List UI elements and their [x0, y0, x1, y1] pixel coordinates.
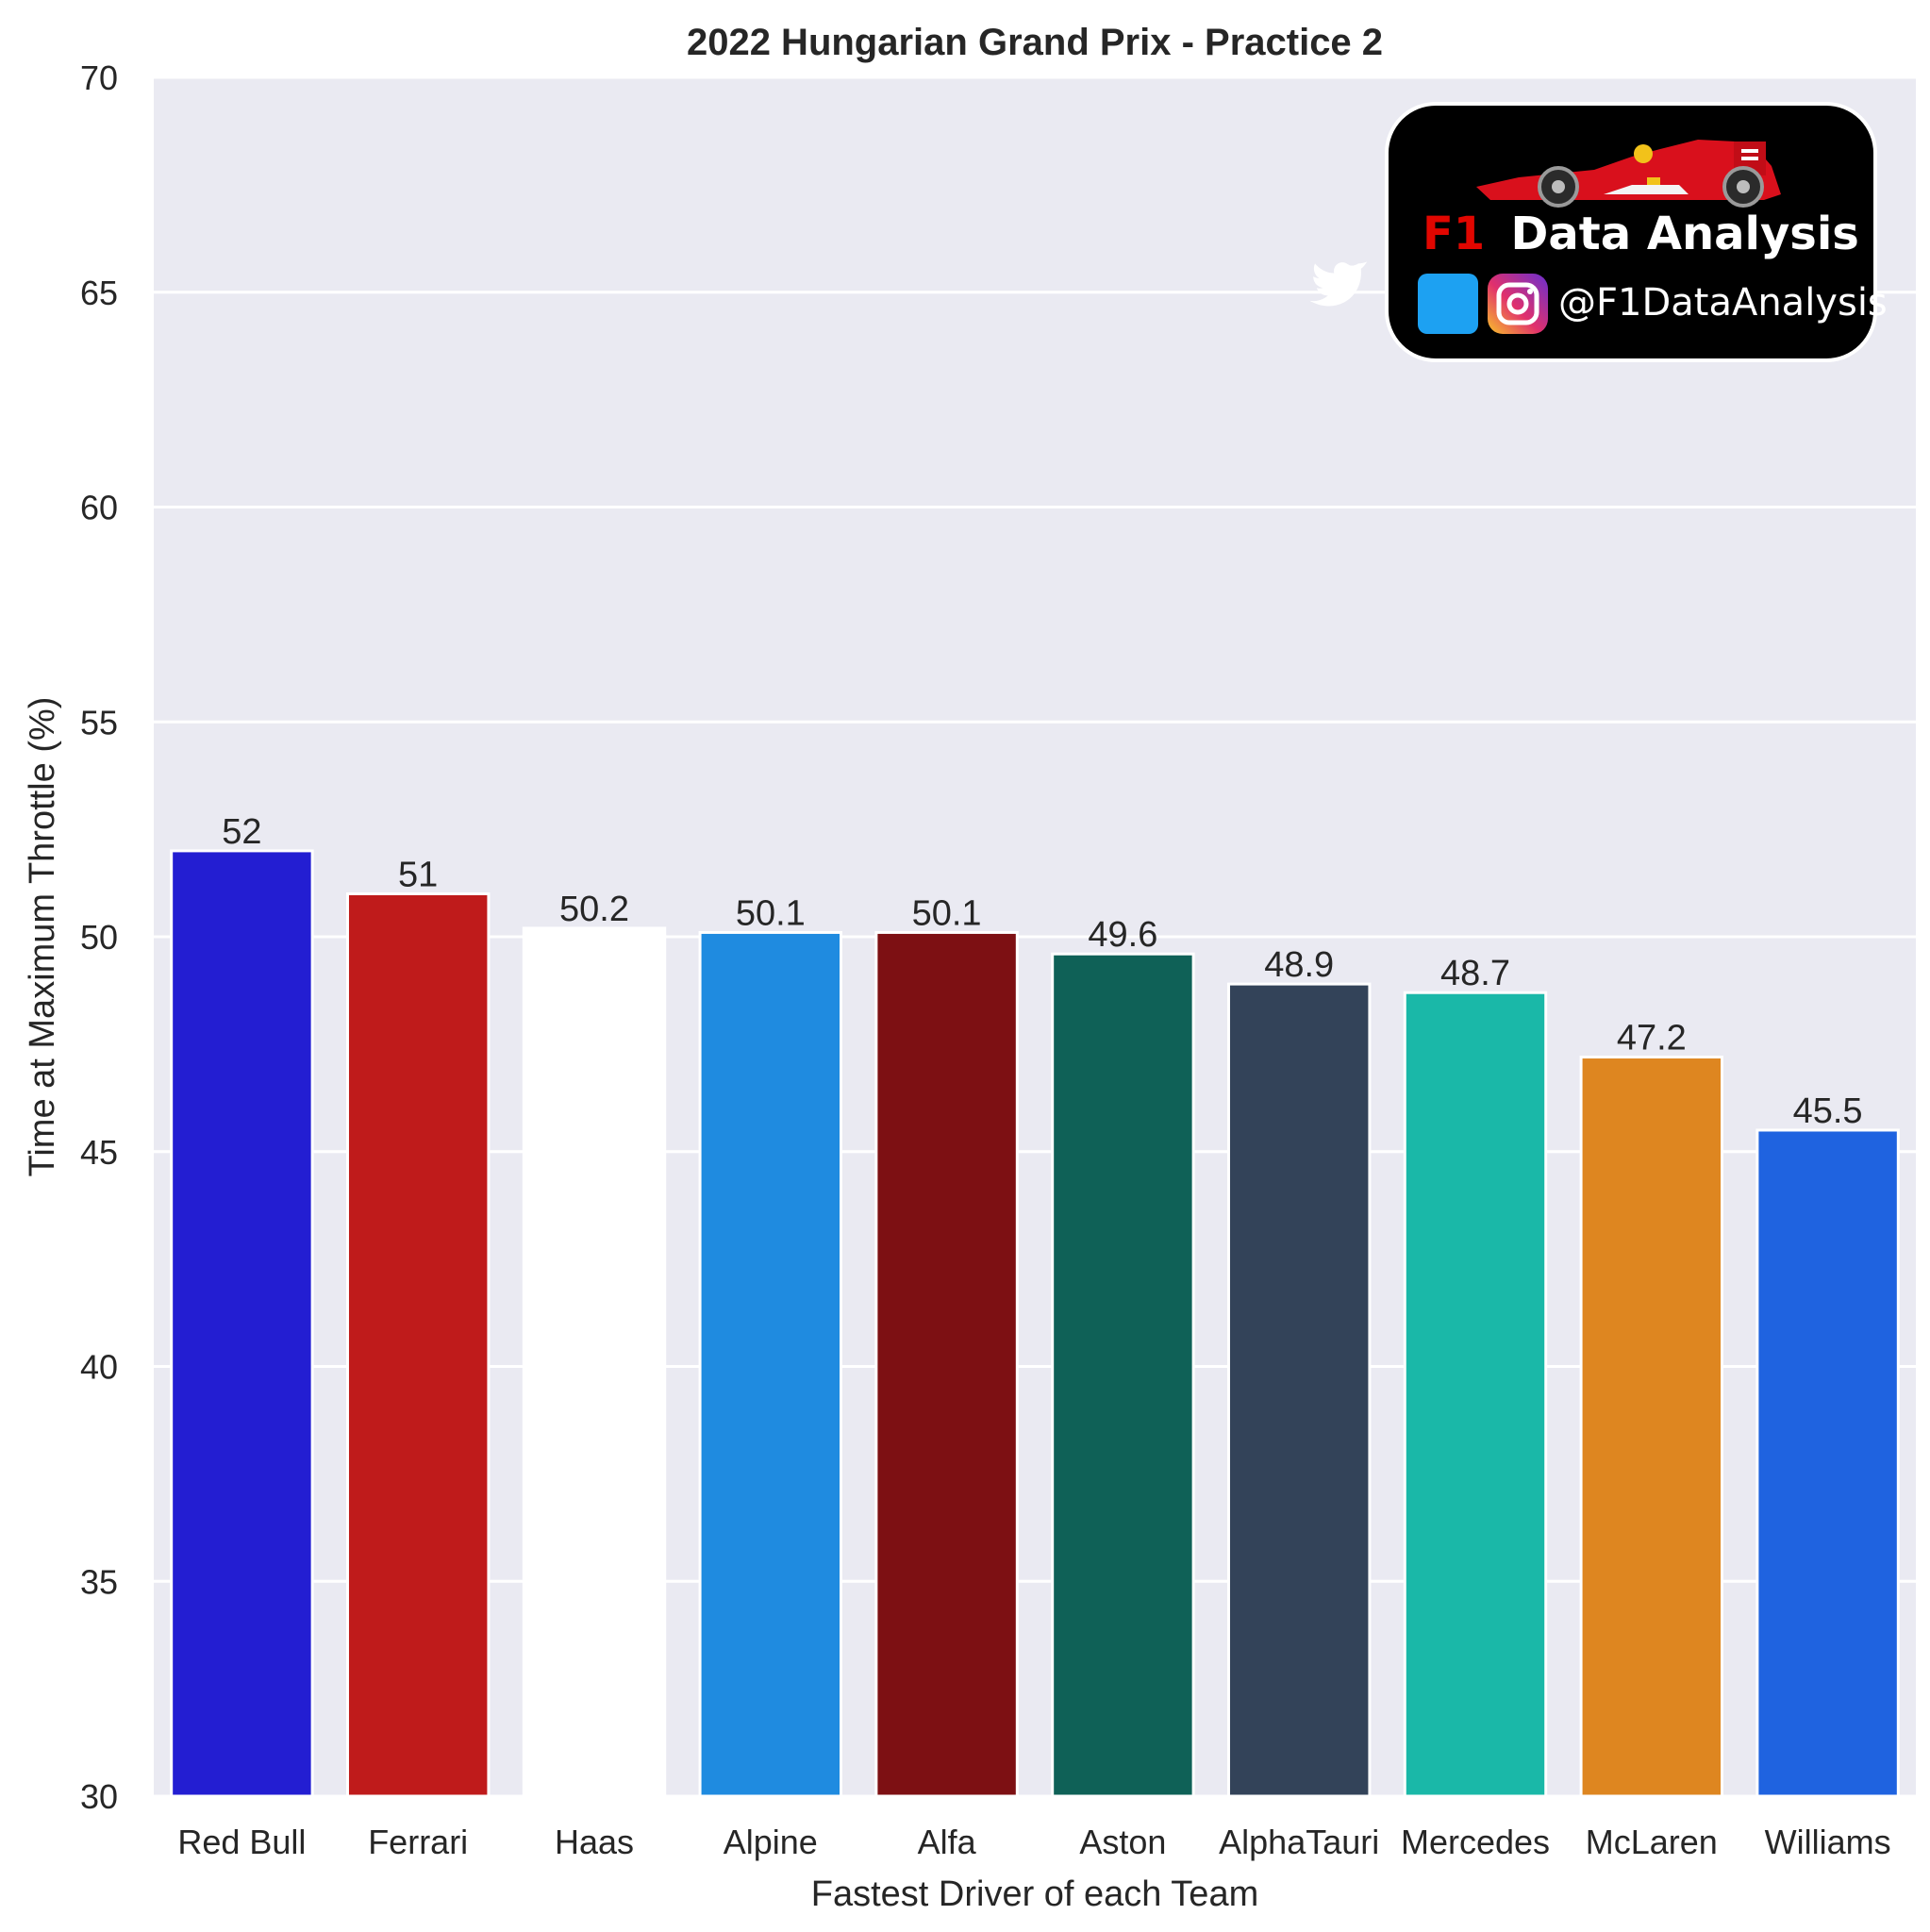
watermark-handle: @F1DataAnalysis — [1558, 281, 1888, 325]
bar-value-label: 45.5 — [1793, 1091, 1863, 1131]
race-car-icon — [1476, 140, 1781, 208]
x-tick-label: Mercedes — [1401, 1823, 1550, 1861]
y-tick-label: 40 — [80, 1348, 118, 1387]
bar-red-bull — [170, 849, 314, 1798]
y-tick-label: 45 — [80, 1133, 118, 1172]
bar-mclaren — [1579, 1056, 1724, 1798]
y-tick-label: 50 — [80, 918, 118, 957]
x-tick-label: Aston — [1079, 1823, 1166, 1861]
bar-value-label: 52 — [222, 812, 261, 852]
chart-title: 2022 Hungarian Grand Prix - Practice 2 — [687, 22, 1383, 63]
bar-value-label: 51 — [398, 855, 438, 894]
bar-value-label: 50.2 — [559, 890, 629, 929]
instagram-icon — [1488, 274, 1548, 334]
y-axis-label: Time at Maximum Throttle (%) — [23, 697, 62, 1177]
bar-haas — [522, 926, 667, 1798]
y-tick-label: 55 — [80, 703, 118, 741]
y-tick-label: 65 — [80, 274, 118, 312]
watermark-logo: F1 Data Analysis @F1DataAnalysis — [1309, 102, 1888, 362]
bar-aston — [1051, 952, 1195, 1798]
x-tick-label: Alfa — [918, 1823, 977, 1861]
x-tick-label: Ferrari — [368, 1823, 468, 1861]
y-tick-label: 30 — [80, 1777, 118, 1816]
x-tick-label: Haas — [555, 1823, 634, 1861]
y-tick-label: 60 — [80, 489, 118, 527]
bar-value-label: 48.7 — [1440, 954, 1510, 993]
watermark-brand-prefix: F1 — [1423, 208, 1485, 260]
x-tick-label: McLaren — [1586, 1823, 1718, 1861]
bar-alfa — [874, 930, 1019, 1798]
twitter-icon — [1309, 261, 1478, 334]
bar-mercedes — [1403, 991, 1548, 1798]
bar-ferrari — [345, 891, 491, 1798]
x-tick-label: Red Bull — [177, 1823, 306, 1861]
x-tick-labels: Red Bull Ferrari Haas Alpine Alfa Aston AlphaT… — [177, 1823, 1890, 1861]
bar-value-label: 48.9 — [1264, 945, 1334, 985]
watermark-brand-suffix: Data Analysis — [1511, 208, 1859, 260]
bar-value-label: 49.6 — [1088, 915, 1157, 955]
bar-alphatauri — [1226, 982, 1372, 1798]
x-tick-label: Williams — [1765, 1823, 1891, 1861]
x-tick-label: AlphaTauri — [1219, 1823, 1379, 1861]
bar-value-label: 47.2 — [1617, 1019, 1687, 1058]
watermark-brand: F1 Data Analysis — [1423, 208, 1859, 260]
bar-value-label: 50.1 — [736, 893, 806, 933]
bar-value-label: 50.1 — [912, 893, 982, 933]
bar-williams — [1755, 1128, 1900, 1798]
x-axis-label: Fastest Driver of each Team — [811, 1874, 1258, 1914]
bar-alpine — [698, 930, 843, 1798]
y-tick-labels: 30 35 40 45 50 55 60 65 70 — [80, 58, 118, 1816]
x-tick-label: Alpine — [724, 1823, 818, 1861]
y-tick-label: 35 — [80, 1562, 118, 1601]
bar-value-labels: 52 51 50.2 50.1 50.1 49.6 48.9 48.7 47.2 45.5 — [222, 812, 1862, 1131]
y-tick-label: 70 — [80, 58, 118, 97]
bars — [170, 849, 1900, 1798]
